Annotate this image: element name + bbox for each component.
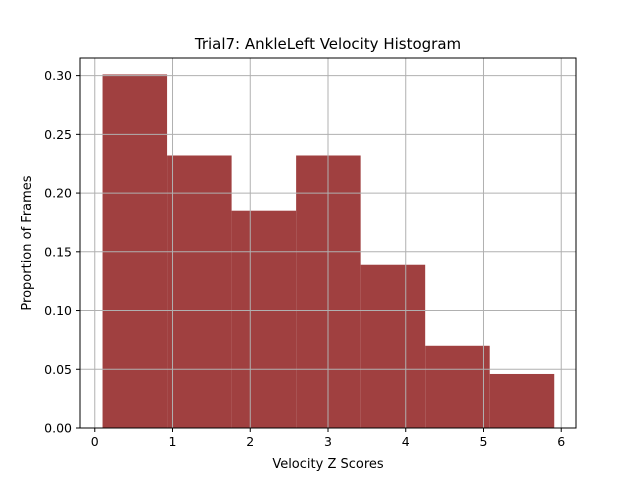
x-tick-label: 3 [324,434,332,449]
x-axis-label: Velocity Z Scores [272,457,384,472]
x-tick-label: 0 [91,434,99,449]
x-axis-ticks: 0 1 2 3 4 5 6 [91,428,565,449]
histogram-bar-2 [167,155,232,428]
y-tick-label: 0.25 [44,127,72,142]
y-tick-label: 0.30 [44,68,72,83]
histogram-bar-1 [102,74,168,428]
y-tick-label: 0.15 [44,244,72,259]
x-tick-label: 1 [169,434,177,449]
x-tick-label: 5 [480,434,488,449]
y-tick-label: 0.00 [44,421,72,436]
histogram-bar-3 [231,210,297,428]
y-tick-label: 0.20 [44,186,72,201]
histogram-bar-6 [425,345,490,428]
y-axis-ticks: 0.00 0.05 0.10 0.15 0.20 0.25 0.30 [44,68,80,436]
chart-title: Trial7: AnkleLeft Velocity Histogram [194,35,461,53]
x-tick-label: 4 [402,434,410,449]
y-tick-label: 0.05 [44,362,72,377]
x-tick-label: 6 [557,434,565,449]
x-tick-label: 2 [246,434,254,449]
y-tick-label: 0.10 [44,303,72,318]
y-axis-label: Proportion of Frames [20,175,35,310]
histogram-bar-7 [489,373,555,428]
histogram-bar-5 [360,264,426,428]
